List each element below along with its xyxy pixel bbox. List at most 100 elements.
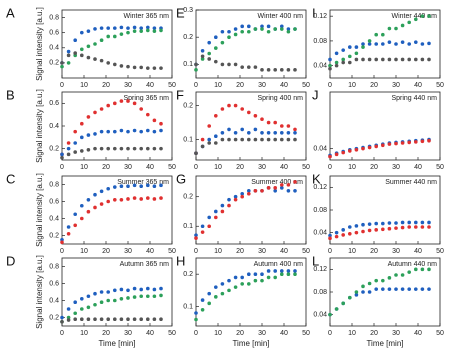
data-point	[207, 215, 211, 220]
data-point	[348, 225, 352, 229]
data-point	[220, 131, 225, 135]
data-point	[354, 57, 359, 62]
panel: 0 10 20 30 40 50 0.04 J Spring 440 nm	[312, 87, 444, 170]
data-point	[233, 27, 238, 31]
data-point	[80, 203, 84, 208]
data-point	[200, 57, 205, 61]
data-point	[414, 40, 418, 44]
x-tick-label: 50	[436, 164, 444, 171]
x-tick-label: 0	[194, 248, 198, 255]
x-tick-label: 10	[348, 164, 356, 171]
x-tick-label: 40	[280, 164, 288, 171]
y-tick-label: 0.8	[49, 181, 59, 188]
data-point	[273, 186, 278, 190]
plot-frame	[195, 175, 307, 245]
data-point	[400, 57, 405, 62]
data-point	[328, 233, 332, 238]
data-point	[220, 203, 225, 208]
data-point	[253, 114, 258, 118]
data-point	[273, 137, 278, 142]
data-point	[253, 65, 258, 69]
data-point	[200, 54, 205, 59]
data-point	[152, 146, 157, 151]
data-point	[86, 294, 91, 299]
data-point	[334, 60, 339, 65]
data-point	[280, 272, 284, 276]
data-point	[139, 317, 143, 322]
data-point	[233, 194, 238, 199]
data-point	[240, 127, 244, 132]
data-point	[407, 270, 412, 274]
data-point	[73, 150, 77, 154]
x-axis-label: Time [min]	[366, 339, 403, 348]
x-tick-label: 50	[302, 82, 310, 89]
data-point	[146, 112, 150, 117]
data-point	[139, 26, 143, 30]
data-point	[280, 27, 284, 31]
data-point	[260, 188, 264, 193]
data-point	[381, 278, 385, 283]
panel-title: Summer 365 nm	[117, 179, 169, 186]
x-tick-label: 0	[60, 82, 64, 89]
x-axis-label: Time [min]	[98, 339, 135, 348]
data-point	[341, 150, 346, 155]
data-point	[400, 220, 405, 225]
y-tick-label: 0.2	[183, 34, 193, 41]
data-point	[146, 128, 150, 133]
data-point	[220, 209, 225, 214]
data-point	[86, 198, 91, 202]
data-point	[113, 26, 117, 30]
data-point	[200, 298, 205, 302]
y-tick-label: 0.1	[183, 303, 193, 310]
data-point	[260, 137, 264, 142]
y-tick-label: 0.4	[49, 45, 59, 52]
plot-frame	[329, 9, 441, 79]
panel-title: Autumn 440 nm	[388, 261, 438, 268]
data-point	[280, 131, 284, 135]
x-tick-label: 50	[168, 164, 176, 171]
data-point	[159, 317, 163, 322]
data-point	[126, 129, 130, 134]
data-point	[73, 300, 77, 305]
data-point	[400, 40, 405, 44]
data-point	[367, 222, 372, 226]
data-point	[99, 300, 104, 305]
x-tick-label: 10	[80, 82, 88, 89]
data-point	[106, 129, 110, 134]
data-point	[99, 317, 104, 322]
data-point	[200, 224, 205, 229]
data-point	[367, 281, 372, 286]
panel-letter: F	[176, 87, 184, 102]
data-point	[152, 184, 157, 188]
data-point	[126, 184, 130, 188]
data-point	[214, 209, 218, 214]
x-tick-label: 0	[328, 248, 332, 255]
data-point	[266, 275, 271, 280]
data-point	[286, 131, 291, 135]
data-point	[200, 230, 205, 234]
x-tick-label: 30	[124, 248, 132, 255]
data-point	[427, 41, 431, 46]
data-point	[220, 29, 225, 34]
data-point	[60, 61, 64, 65]
x-tick-label: 30	[124, 330, 132, 337]
data-point	[266, 68, 271, 72]
data-point	[220, 137, 225, 142]
x-tick-label: 0	[194, 82, 198, 89]
data-point	[73, 223, 77, 228]
y-axis-label: Signal intensity [a.u.]	[35, 7, 44, 81]
data-point	[240, 137, 244, 142]
data-point	[273, 120, 278, 125]
x-tick-label: 30	[392, 164, 400, 171]
panel-title: Summer 400 nm	[251, 179, 303, 186]
data-point	[80, 121, 84, 126]
data-point	[93, 110, 97, 115]
data-point	[240, 194, 244, 199]
data-point	[334, 234, 339, 239]
data-point	[394, 42, 398, 46]
data-point	[194, 151, 198, 155]
panel-letter: G	[176, 171, 186, 186]
data-point	[400, 141, 405, 145]
data-point	[93, 57, 97, 61]
data-point	[354, 290, 359, 294]
